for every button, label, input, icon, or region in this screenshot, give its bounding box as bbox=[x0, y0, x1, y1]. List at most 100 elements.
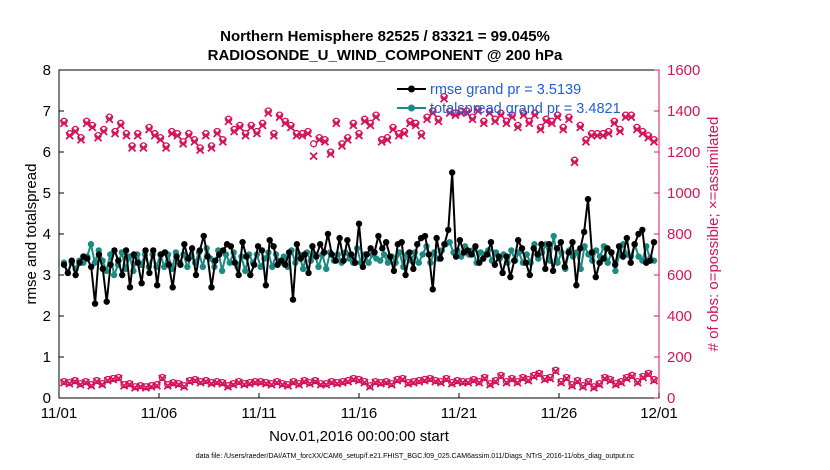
rmse-point bbox=[95, 251, 103, 258]
obs_assimilated-marker bbox=[491, 117, 500, 126]
rmse-point bbox=[456, 236, 464, 244]
rmse-point bbox=[483, 251, 491, 258]
totalspread-point bbox=[550, 232, 557, 240]
obs_assimilated_low-marker bbox=[125, 380, 134, 389]
obs_assimilated-marker bbox=[343, 135, 352, 144]
rmse-point bbox=[204, 253, 211, 260]
legend-rmse-marker bbox=[408, 85, 415, 93]
obs_assimilated-marker bbox=[122, 131, 131, 140]
rmse-point bbox=[402, 271, 409, 279]
right-tick-label: 1600 bbox=[667, 62, 700, 79]
rmse-point bbox=[134, 259, 141, 266]
rmse-point bbox=[480, 255, 487, 262]
y-tick-label: 5 bbox=[43, 185, 51, 202]
rmse-point bbox=[87, 263, 95, 270]
rmse-point bbox=[561, 263, 568, 270]
rmse-point bbox=[518, 245, 526, 252]
rmse-point bbox=[332, 257, 339, 264]
obs_assimilated_low-marker bbox=[218, 379, 227, 388]
obs_assimilated_low-marker bbox=[65, 379, 74, 388]
rmse-point bbox=[538, 241, 545, 248]
x-tick-label: 11/21 bbox=[441, 405, 477, 422]
obs_assimilated_low-marker bbox=[300, 377, 309, 386]
obs_assimilated_low-marker bbox=[322, 380, 331, 389]
rmse-point bbox=[553, 245, 561, 252]
obs_assimilated-marker bbox=[133, 131, 142, 140]
rmse-point bbox=[119, 271, 126, 279]
obs_assimilated_low-marker bbox=[190, 376, 200, 385]
obs_possible_low-marker bbox=[180, 382, 188, 390]
rmse-point bbox=[216, 251, 223, 258]
totalspread-point bbox=[218, 267, 226, 275]
rmse-point bbox=[243, 253, 250, 260]
obs_assimilated-marker bbox=[417, 131, 426, 140]
rmse-point bbox=[592, 273, 599, 281]
rmse-point bbox=[313, 253, 320, 260]
obs_assimilated-marker bbox=[65, 131, 74, 140]
rmse-point bbox=[534, 251, 541, 258]
rmse-point bbox=[293, 241, 301, 248]
rmse-point bbox=[60, 261, 68, 268]
rmse-point bbox=[351, 259, 359, 266]
obs_assimilated_low-marker bbox=[600, 374, 609, 383]
rmse-point bbox=[627, 259, 634, 266]
obs_assimilated-marker bbox=[638, 129, 647, 138]
rmse-point bbox=[468, 251, 475, 258]
rmse-point bbox=[72, 271, 79, 279]
obs_possible_low-marker bbox=[562, 373, 571, 382]
obs_possible_low-marker bbox=[497, 371, 505, 380]
obs_assimilated_low-marker bbox=[502, 378, 511, 387]
rmse-point bbox=[247, 271, 254, 279]
obs_assimilated-marker bbox=[156, 135, 165, 144]
rmse-point bbox=[177, 261, 184, 268]
rmse-point bbox=[107, 261, 114, 268]
rmse-point bbox=[526, 271, 533, 279]
obs_assimilated-marker bbox=[110, 129, 120, 138]
totalspread-point bbox=[257, 263, 264, 270]
obs_assimilated_low-marker bbox=[567, 381, 577, 390]
obs_assimilated-marker bbox=[400, 129, 409, 138]
obs_assimilated-marker bbox=[196, 145, 205, 155]
obs_assimilated-marker bbox=[479, 119, 488, 128]
rmse-point bbox=[382, 239, 390, 246]
obs_assimilated-marker bbox=[428, 108, 437, 118]
rmse-point bbox=[367, 245, 374, 252]
obs_assimilated-marker bbox=[388, 125, 398, 134]
obs_assimilated-marker bbox=[178, 139, 188, 148]
obs_assimilated-marker bbox=[71, 127, 80, 136]
totalspread-point bbox=[269, 263, 276, 270]
x-tick-label: 11/11 bbox=[241, 405, 276, 422]
rmse-point bbox=[301, 251, 308, 258]
obs_assimilated_low-marker bbox=[289, 378, 298, 387]
rmse-point bbox=[185, 255, 192, 262]
obs_assimilated-marker bbox=[82, 119, 91, 128]
rmse-point bbox=[84, 255, 91, 262]
obs_assimilated-marker bbox=[320, 137, 330, 146]
obs_assimilated-marker bbox=[201, 131, 210, 140]
obs_assimilated-marker bbox=[383, 135, 392, 144]
rmse-point bbox=[173, 253, 180, 260]
rmse-point bbox=[274, 261, 281, 268]
rmse-point bbox=[196, 247, 204, 254]
obs_assimilated-marker bbox=[298, 131, 307, 140]
rmse-point bbox=[425, 251, 433, 258]
obs_assimilated_low-marker bbox=[649, 376, 659, 385]
totalspread-point bbox=[377, 257, 384, 264]
chart-subtitle: RADIOSONDE_U_WIND_COMPONENT @ 200 hPa bbox=[208, 47, 563, 64]
data-file-footnote: data file: /Users/raeder/DAI/ATM_forcXX/… bbox=[196, 453, 635, 460]
totalspread-point bbox=[199, 263, 207, 270]
x-tick-label: 11/16 bbox=[341, 405, 377, 422]
obs_assimilated_low-marker bbox=[98, 380, 107, 389]
obs_assimilated-marker bbox=[542, 117, 551, 126]
totalspread-point bbox=[110, 271, 118, 279]
obs_assimilated-marker bbox=[224, 117, 233, 126]
obs_assimilated_low-marker bbox=[442, 375, 451, 384]
rmse-point bbox=[452, 253, 460, 260]
rmse-point bbox=[371, 249, 378, 256]
rmse-point bbox=[150, 247, 157, 254]
rmse-point bbox=[631, 241, 638, 248]
rmse-point bbox=[270, 243, 277, 250]
rmse-point bbox=[573, 282, 580, 289]
rmse-point bbox=[355, 220, 363, 227]
obs_assimilated_low-marker bbox=[546, 374, 555, 383]
